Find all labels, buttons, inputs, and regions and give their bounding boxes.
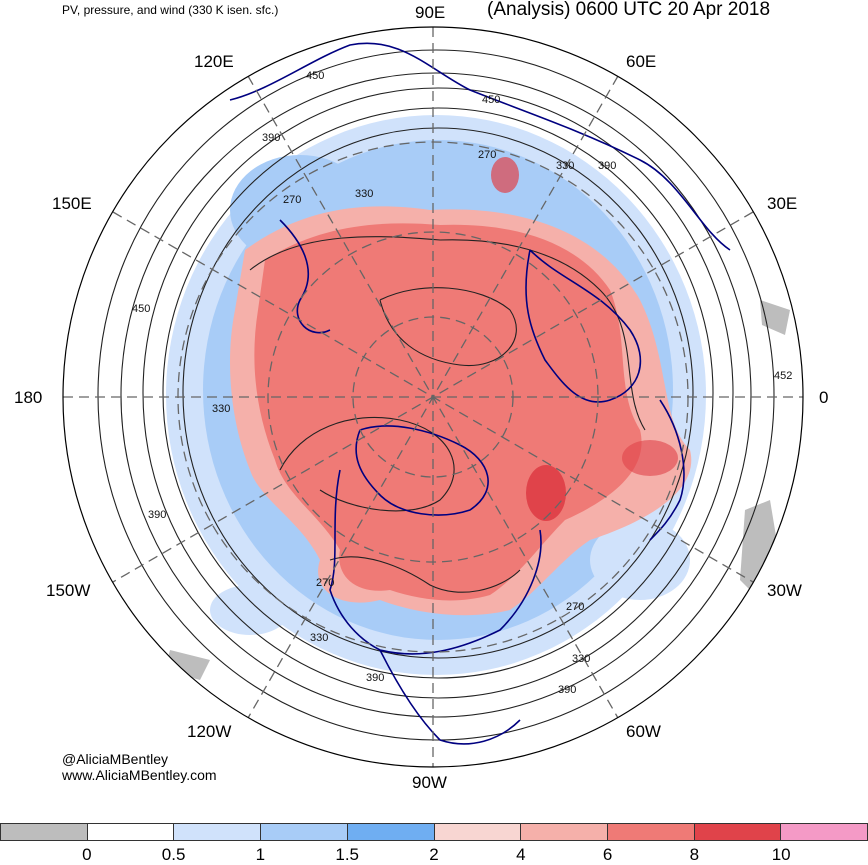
pressure-contour <box>329 556 521 593</box>
colorbar-segment <box>86 823 175 841</box>
contour-label: 330 <box>212 403 230 415</box>
longitude-label-30e: 30E <box>767 194 798 213</box>
colorbar-segment <box>173 823 262 841</box>
meridian-line <box>112 211 754 583</box>
coastline <box>279 219 331 334</box>
pressure-contour <box>379 287 517 367</box>
colorbar-tick-label: 0.5 <box>161 845 186 864</box>
colorbar-tick-label: 6 <box>602 845 613 864</box>
contour-label: 330 <box>556 160 574 172</box>
contour-label: 390 <box>558 684 576 696</box>
longitude-label-60e: 60E <box>626 52 657 71</box>
pressure-contour <box>162 107 714 679</box>
contour-label: 330 <box>572 653 590 665</box>
contour-label: 390 <box>148 509 166 521</box>
longitude-label-0: 0 <box>819 388 829 407</box>
colorbar-tick-label: 10 <box>771 845 791 864</box>
contour-label: 390 <box>262 132 280 144</box>
contour-label: 450 <box>132 303 150 315</box>
longitude-label-150e: 150E <box>52 194 92 213</box>
contour-label: 270 <box>316 577 334 589</box>
colorbar-segment <box>260 823 348 841</box>
colorbar-segment <box>693 823 782 841</box>
longitude-label-90e: 90E <box>415 3 446 22</box>
pv-blob <box>210 585 290 635</box>
colorbar <box>0 823 868 841</box>
longitude-label-120w: 120W <box>187 722 232 741</box>
longitude-label-30w: 30W <box>767 581 802 600</box>
pv-core <box>622 440 678 476</box>
colorbar-segment <box>780 823 868 841</box>
colorbar-tick-label: 4 <box>516 845 526 864</box>
contour-label: 270 <box>566 601 584 613</box>
colorbar-segment <box>0 823 88 841</box>
colorbar-segment <box>520 823 608 841</box>
colorbar-segment <box>433 823 522 841</box>
coastline <box>229 42 731 251</box>
pressure-contour <box>97 49 775 741</box>
colorbar-segment <box>346 823 435 841</box>
coastline <box>525 249 642 403</box>
product-title: PV, pressure, and wind (330 K isen. sfc.… <box>62 3 279 17</box>
longitude-label-60w: 60W <box>626 722 661 741</box>
longitude-label-150w: 150W <box>46 581 91 600</box>
pv-blob <box>590 520 690 600</box>
colorbar-segment <box>606 823 695 841</box>
pressure-contour <box>182 127 694 659</box>
contour-label: 390 <box>366 672 384 684</box>
contour-label: 270 <box>283 194 301 206</box>
map-boundary <box>62 26 804 768</box>
coastline <box>355 425 489 516</box>
credit-handle: @AliciaMBentley <box>62 751 169 767</box>
pressure-contour <box>142 87 734 699</box>
colorbar-tick-label: 1 <box>255 845 266 864</box>
analysis-title: (Analysis) 0600 UTC 20 Apr 2018 <box>487 0 771 20</box>
contour-label: 270 <box>478 149 496 161</box>
colorbar-tick-label: 2 <box>429 845 439 864</box>
longitude-label-180: 180 <box>14 388 43 407</box>
pressure-contour <box>249 236 646 431</box>
contour-label: 450 <box>482 94 500 106</box>
credit-website: www.AliciaMBentley.com <box>62 767 217 783</box>
pv-core <box>491 157 519 193</box>
coastline <box>379 649 521 745</box>
pressure-contour <box>120 72 752 718</box>
contour-label: 330 <box>310 632 328 644</box>
contour-label: 450 <box>306 70 324 82</box>
contour-label: 330 <box>355 188 373 200</box>
colorbar-tick-label: 8 <box>689 845 700 864</box>
pv-core <box>526 465 566 521</box>
longitude-label-120e: 120E <box>194 52 234 71</box>
pressure-contour <box>279 416 455 512</box>
colorbar-tick-label: 0 <box>82 845 92 864</box>
contour-label: 390 <box>598 160 616 172</box>
longitude-label-90w: 90W <box>412 773 447 792</box>
contour-label: 452 <box>774 370 792 382</box>
colorbar-tick-label: 1.5 <box>335 845 360 864</box>
